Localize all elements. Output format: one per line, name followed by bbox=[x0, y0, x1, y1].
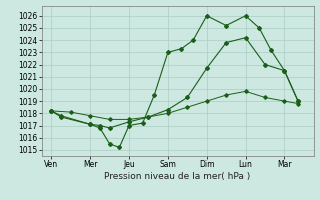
X-axis label: Pression niveau de la mer( hPa ): Pression niveau de la mer( hPa ) bbox=[104, 172, 251, 181]
